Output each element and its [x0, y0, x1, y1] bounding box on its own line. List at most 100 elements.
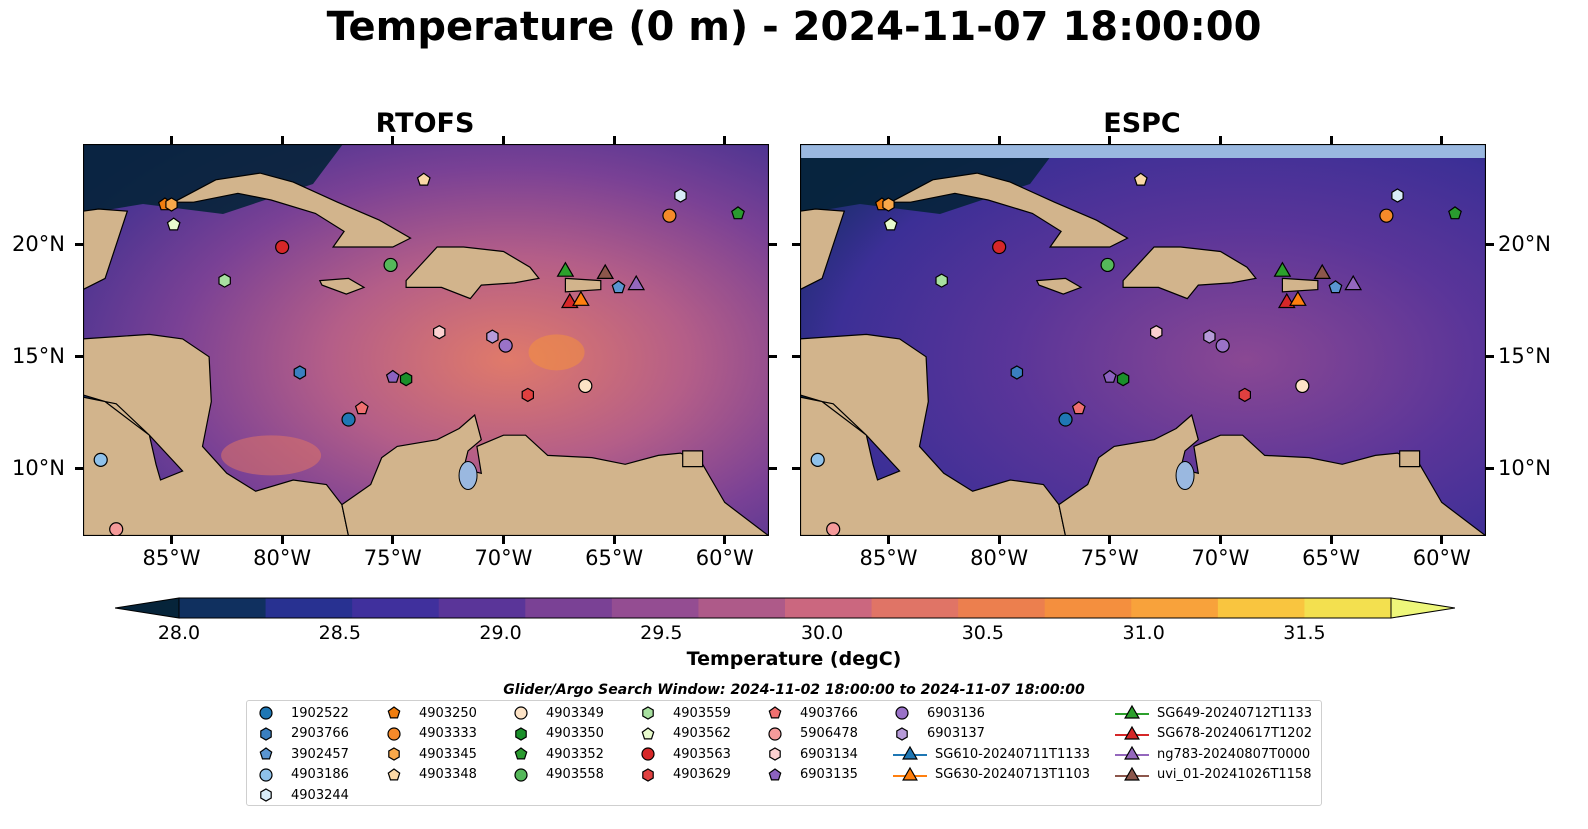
glider-ng783-20240807T0000	[627, 274, 646, 291]
lon-tick-mark	[280, 536, 284, 544]
legend-entry: uvi_01-20241026T1158	[1115, 765, 1311, 785]
legend-entry: 4903244	[257, 785, 349, 805]
lon-tick-mark	[1108, 136, 1112, 144]
colorbar-bin	[438, 598, 526, 618]
float-4903333	[662, 208, 677, 223]
legend-label: 6903134	[800, 746, 858, 762]
legend-title: Glider/Argo Search Window: 2024-11-02 18…	[503, 682, 1085, 698]
lon-tick-label: 75°W	[1080, 546, 1139, 570]
legend-label: 4903250	[419, 705, 477, 721]
float-4903629	[1238, 387, 1251, 403]
float-4903562	[166, 217, 181, 231]
legend-marker	[387, 726, 401, 741]
legend-marker	[387, 706, 401, 719]
float-4903766	[1071, 401, 1086, 415]
lon-tick-mark	[170, 536, 174, 544]
legend-label: 4903559	[673, 705, 731, 721]
glider-uvi_01-20241026T1158	[596, 263, 615, 279]
colorbar-bin	[785, 598, 873, 618]
legend-label: 6903136	[927, 705, 985, 721]
legend-label: SG610-20240711T1133	[935, 746, 1091, 762]
lon-tick-mark	[997, 536, 1001, 544]
float-1902522	[341, 412, 356, 427]
land-trinidad	[682, 450, 704, 468]
colorbar-tick-label: 30.0	[800, 622, 844, 644]
colorbar-label: Temperature (degC)	[686, 648, 902, 670]
float-6903137	[486, 329, 499, 344]
espc-map-panel	[800, 144, 1486, 536]
lat-tick-mark	[75, 467, 83, 471]
land-yucatan	[83, 208, 129, 291]
legend-label: 4903629	[673, 767, 731, 782]
legend-entry: SG649-20240712T1133	[1115, 703, 1312, 723]
lat-tick-label: 20°N	[12, 231, 65, 256]
legend-marker	[641, 726, 655, 739]
land-south-america	[341, 413, 769, 536]
legend-marker	[1115, 745, 1149, 760]
legend-label: 6903137	[927, 726, 985, 741]
lon-tick-mark	[501, 536, 505, 544]
legend-label: 4903352	[546, 746, 604, 762]
glider-SG630-20240713T1103	[572, 290, 590, 306]
legend-entry: 4903558	[512, 765, 604, 785]
float-5906478	[109, 522, 124, 536]
lat-tick-mark	[1486, 467, 1494, 471]
lat-tick-mark	[769, 467, 777, 471]
legend-marker	[896, 726, 908, 741]
legend-label: 4903345	[419, 746, 477, 762]
legend-marker	[1115, 766, 1149, 781]
lat-tick-mark	[769, 243, 777, 247]
legend-entry: 4903345	[385, 744, 477, 764]
float-4903349	[578, 378, 593, 394]
legend-marker	[514, 747, 528, 760]
legend-entry: 3902457	[257, 744, 349, 764]
colorbar	[115, 597, 1455, 619]
lon-tick-mark	[1329, 536, 1333, 544]
lat-tick-mark	[792, 355, 800, 359]
legend-marker	[1115, 725, 1149, 740]
glider-SG649-20240712T1133	[1273, 261, 1292, 277]
lon-tick-mark	[723, 136, 727, 144]
legend-marker	[259, 706, 273, 720]
lon-tick-mark	[1218, 536, 1222, 544]
legend-label: 5906478	[800, 726, 858, 741]
land-trinidad	[1399, 450, 1421, 468]
colorbar-tick-label: 29.0	[479, 622, 522, 644]
legend-label: 4903558	[546, 767, 604, 782]
colorbar-bin	[1217, 598, 1305, 618]
colorbar-tick-label: 30.5	[961, 622, 1005, 644]
legend-entry: SG630-20240713T1103	[893, 765, 1090, 785]
legend-entry: 4903348	[385, 765, 477, 785]
float-6903134	[433, 325, 446, 340]
float-4903345	[165, 197, 178, 212]
lon-tick-mark	[723, 536, 727, 544]
legend-marker	[1115, 704, 1149, 719]
lat-tick-label: 10°N	[12, 455, 65, 480]
lat-tick-mark	[75, 243, 83, 247]
float-4903350	[399, 372, 413, 387]
lon-tick-label: 70°W	[1191, 546, 1250, 570]
float-2903766	[1010, 365, 1024, 380]
legend-label: 1902522	[291, 705, 349, 721]
legend-entry: 4903563	[639, 744, 731, 764]
legend-label: 2903766	[291, 726, 349, 741]
colorbar-extend-high	[1390, 597, 1455, 619]
legend-label: 3902457	[291, 746, 349, 762]
float-4903559	[218, 273, 231, 288]
lon-tick-label: 80°W	[253, 546, 312, 570]
lon-tick-mark	[170, 136, 174, 144]
land-hispaniola	[1122, 246, 1257, 300]
legend-entry: 4903629	[639, 765, 731, 785]
legend-label: SG678-20240617T1202	[1157, 726, 1313, 741]
glider-ng783-20240807T0000	[1344, 274, 1363, 291]
glider-SG649-20240712T1133	[556, 261, 575, 277]
legend-marker	[641, 747, 655, 761]
legend-marker	[893, 766, 927, 781]
legend-label: 4903349	[546, 705, 604, 721]
float-4903766	[354, 401, 369, 415]
colorbar-bin	[698, 598, 786, 618]
legend-marker	[769, 747, 781, 761]
legend-entry: 4903352	[512, 744, 604, 764]
lon-tick-label: 60°W	[1412, 546, 1471, 570]
glider-SG630-20240713T1103	[1289, 290, 1307, 306]
